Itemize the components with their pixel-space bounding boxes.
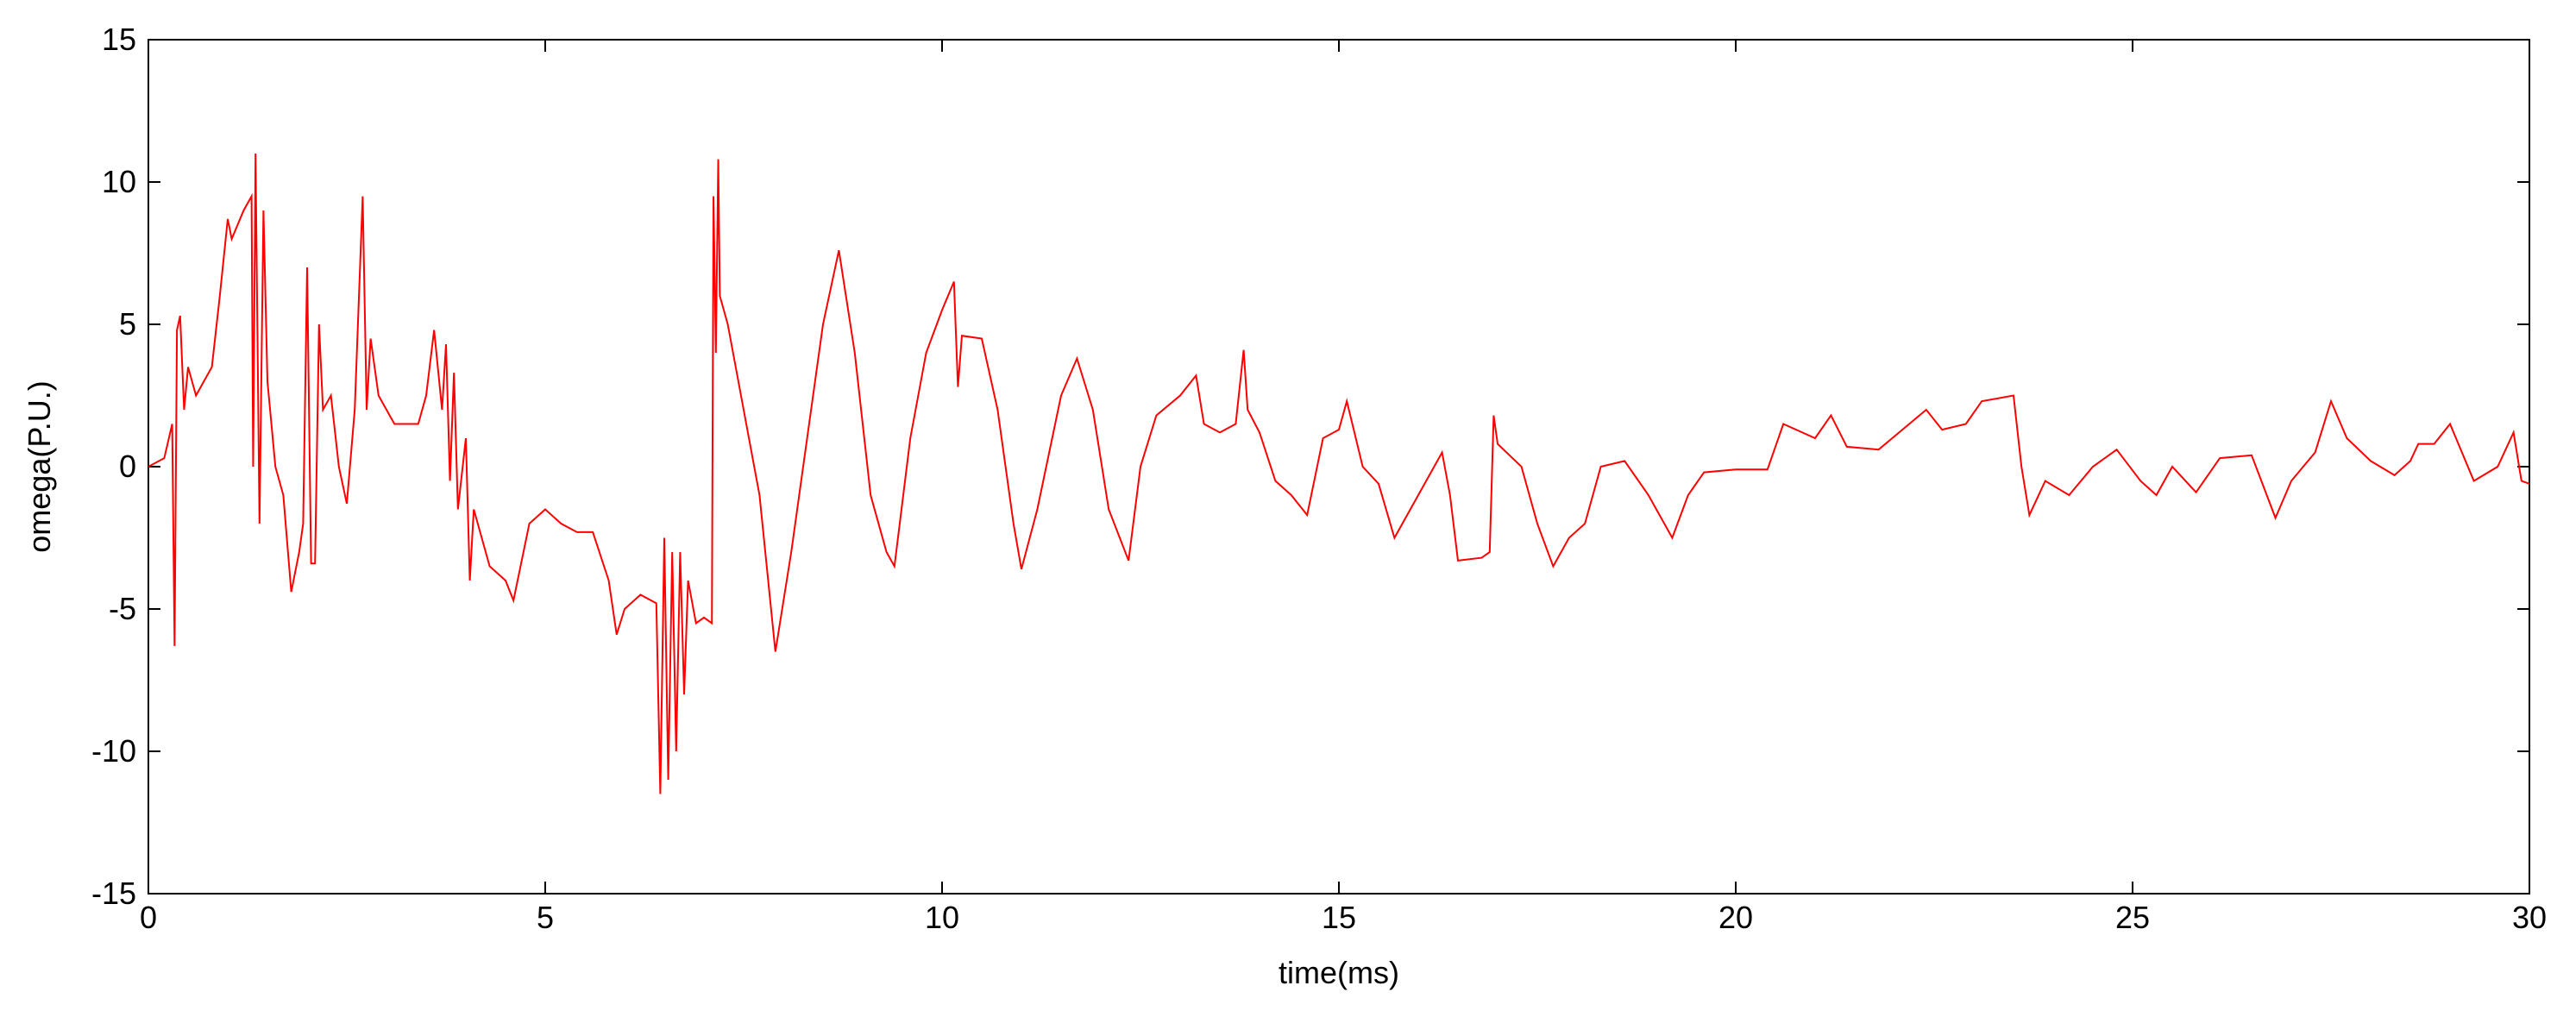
x-tick-label: 5 (537, 900, 554, 935)
y-tick-label: -15 (91, 876, 136, 911)
x-tick-label: 20 (1718, 900, 1753, 935)
y-tick-label: -5 (109, 591, 136, 626)
x-tick-label: 25 (2115, 900, 2150, 935)
x-tick-label: 15 (1322, 900, 1356, 935)
x-axis-label: time(ms) (1279, 955, 1399, 990)
x-tick-label: 0 (140, 900, 157, 935)
y-tick-label: 5 (119, 306, 136, 342)
x-tick-label: 10 (925, 900, 959, 935)
y-tick-label: 10 (102, 164, 136, 199)
y-tick-label: 15 (102, 22, 136, 57)
y-axis-label: omega(P.U.) (22, 380, 57, 552)
plot-area (148, 39, 2530, 895)
x-tick-label: 30 (2512, 900, 2547, 935)
data-line (148, 153, 2530, 794)
y-tick-label: -10 (91, 733, 136, 769)
y-tick-label: 0 (119, 449, 136, 484)
